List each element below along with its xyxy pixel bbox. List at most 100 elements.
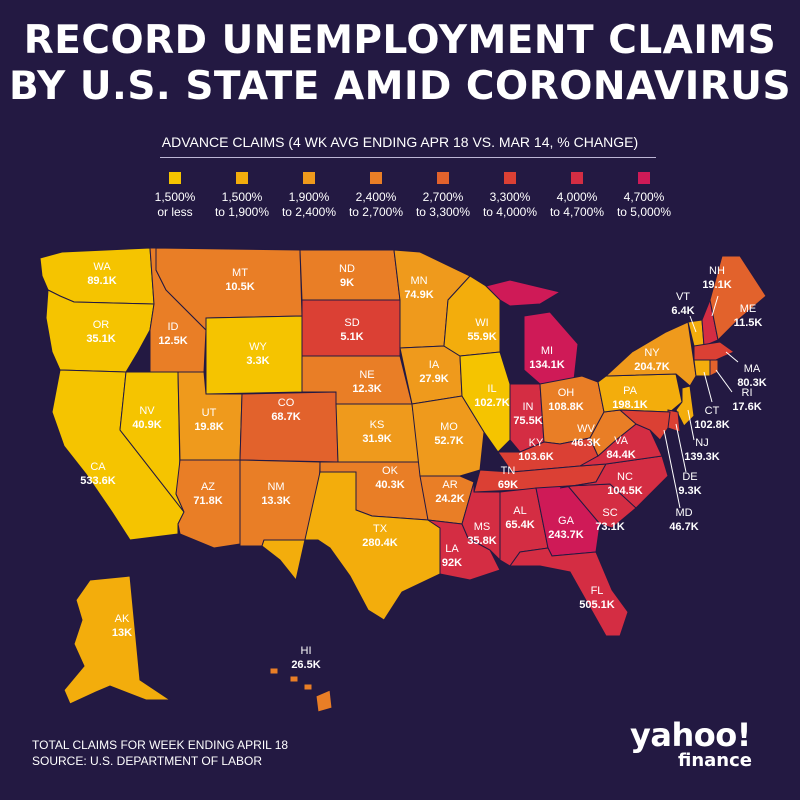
state-abbr: LA xyxy=(445,543,459,555)
state-value: 40.3K xyxy=(375,479,404,491)
legend-item: 3,300% to 4,000% xyxy=(475,172,545,220)
state-label-hi: HI 26.5K xyxy=(291,645,320,671)
state-abbr: VT xyxy=(676,291,690,303)
state-value: 533.6K xyxy=(80,475,116,487)
source-note: SOURCE: U.S. DEPARTMENT OF LABOR xyxy=(32,754,263,768)
state-label-ri: RI 17.6K xyxy=(732,387,761,413)
legend-label-bottom: or less xyxy=(157,205,193,219)
yahoo-finance-logo: yahoo! finance xyxy=(630,718,790,770)
legend-label-top: 2,700% xyxy=(422,190,464,204)
state-shape-fl[interactable] xyxy=(509,547,629,637)
legend-label-top: 2,400% xyxy=(355,190,397,204)
state-label-me: ME 11.5K xyxy=(734,303,763,329)
state-shape-ny[interactable] xyxy=(604,321,697,387)
state-label-nm: NM 13.3K xyxy=(261,481,290,507)
state-value: 80.3K xyxy=(737,377,766,389)
state-label-mn: MN 74.9K xyxy=(404,275,433,301)
state-value: 31.9K xyxy=(362,433,391,445)
legend-label-bottom: to 2,400% xyxy=(281,205,337,219)
state-label-ia: IA 27.9K xyxy=(419,359,448,385)
state-abbr: MT xyxy=(232,267,248,279)
legend-item: 1,500% to 1,900% xyxy=(207,172,277,220)
state-shape-nd[interactable] xyxy=(299,249,401,301)
state-value: 27.9K xyxy=(419,373,448,385)
state-abbr: NJ xyxy=(695,437,708,449)
callout-line-nj xyxy=(687,409,695,441)
legend-label-top: 4,700% xyxy=(623,190,665,204)
legend: 1,500% or less 1,500% to 1,900% 1,900% t… xyxy=(140,172,676,232)
logo-subword: finance xyxy=(678,750,752,771)
map-subtitle: ADVANCE CLAIMS (4 WK AVG ENDING APR 18 V… xyxy=(161,134,639,150)
state-shape-or[interactable] xyxy=(45,289,155,373)
legend-swatch xyxy=(169,172,181,184)
state-abbr: AR xyxy=(442,479,457,491)
state-shape-ri[interactable] xyxy=(709,359,719,377)
state-value: 89.1K xyxy=(87,275,116,287)
state-shape-ma[interactable] xyxy=(693,341,736,361)
state-shape-md[interactable] xyxy=(618,409,671,441)
state-labels: WA 89.1K OR 35.1K CA 533.6K NV 40.9K ID 12.5K… xyxy=(80,261,766,671)
legend-label-bottom: to 4,000% xyxy=(482,205,538,219)
state-abbr: NY xyxy=(644,347,660,359)
state-value: 46.3K xyxy=(571,437,600,449)
state-abbr: KY xyxy=(529,437,544,449)
state-shape-me[interactable] xyxy=(709,255,767,342)
state-label-ut: UT 19.8K xyxy=(194,407,223,433)
state-abbr: VA xyxy=(614,435,629,447)
state-shape-hi-1[interactable] xyxy=(269,667,279,675)
legend-label-top: 1,500% xyxy=(221,190,263,204)
state-value: 74.9K xyxy=(404,289,433,301)
state-abbr: MN xyxy=(410,275,427,287)
state-label-ms: MS 35.8K xyxy=(467,521,496,547)
state-value: 3.3K xyxy=(246,355,269,367)
state-abbr: OK xyxy=(382,465,399,477)
state-label-nh: NH 19.1K xyxy=(702,265,731,291)
footer-notes: TOTAL CLAIMS FOR WEEK ENDING APRIL 18 SO… xyxy=(32,737,288,769)
legend-item: 1,500% or less xyxy=(140,172,210,220)
state-shape-il[interactable] xyxy=(459,351,511,453)
state-shape-hi-4[interactable] xyxy=(315,689,333,713)
state-shape-wi[interactable] xyxy=(443,275,501,357)
state-value: 104.5K xyxy=(607,485,643,497)
state-label-mo: MO 52.7K xyxy=(434,421,463,447)
state-abbr: CO xyxy=(278,397,295,409)
state-label-ne: NE 12.3K xyxy=(352,369,381,395)
state-value: 103.6K xyxy=(518,451,554,463)
state-label-wy: WY 3.3K xyxy=(246,341,269,367)
legend-swatch xyxy=(571,172,583,184)
state-abbr: PA xyxy=(623,385,638,397)
state-shape-mi-upper[interactable] xyxy=(485,279,562,307)
state-label-mi: MI 134.1K xyxy=(529,345,565,371)
state-value: 84.4K xyxy=(606,449,635,461)
legend-swatch xyxy=(303,172,315,184)
state-label-de: DE 9.3K xyxy=(678,471,701,497)
state-shape-hi-2[interactable] xyxy=(289,675,299,683)
state-abbr: CA xyxy=(90,461,106,473)
state-label-id: ID 12.5K xyxy=(158,321,187,347)
state-label-in: IN 75.5K xyxy=(513,401,542,427)
state-abbr: NM xyxy=(267,481,284,493)
state-abbr: IA xyxy=(429,359,440,371)
state-label-la: LA 92K xyxy=(442,543,462,569)
state-shape-ak[interactable] xyxy=(63,575,172,705)
state-label-ok: OK 40.3K xyxy=(375,465,404,491)
legend-label-bottom: to 4,700% xyxy=(549,205,605,219)
state-abbr: MI xyxy=(541,345,553,357)
state-abbr: AZ xyxy=(201,481,215,493)
state-value: 46.7K xyxy=(669,521,698,533)
state-abbr: MO xyxy=(440,421,458,433)
callout-line-vt xyxy=(689,315,697,333)
state-value: 102.8K xyxy=(694,419,730,431)
state-value: 9.3K xyxy=(678,485,701,497)
state-shape-tx[interactable] xyxy=(261,471,441,621)
footnote: TOTAL CLAIMS FOR WEEK ENDING APRIL 18 xyxy=(32,738,289,752)
state-label-tn: TN 69K xyxy=(498,465,518,491)
state-label-ma: MA 80.3K xyxy=(737,363,766,389)
legend-label-top: 4,000% xyxy=(556,190,598,204)
state-label-ar: AR 24.2K xyxy=(435,479,464,505)
state-shape-hi-3[interactable] xyxy=(303,683,313,691)
legend-swatch xyxy=(236,172,248,184)
state-shape-ct[interactable] xyxy=(693,359,711,377)
callout-line-de xyxy=(675,423,687,473)
